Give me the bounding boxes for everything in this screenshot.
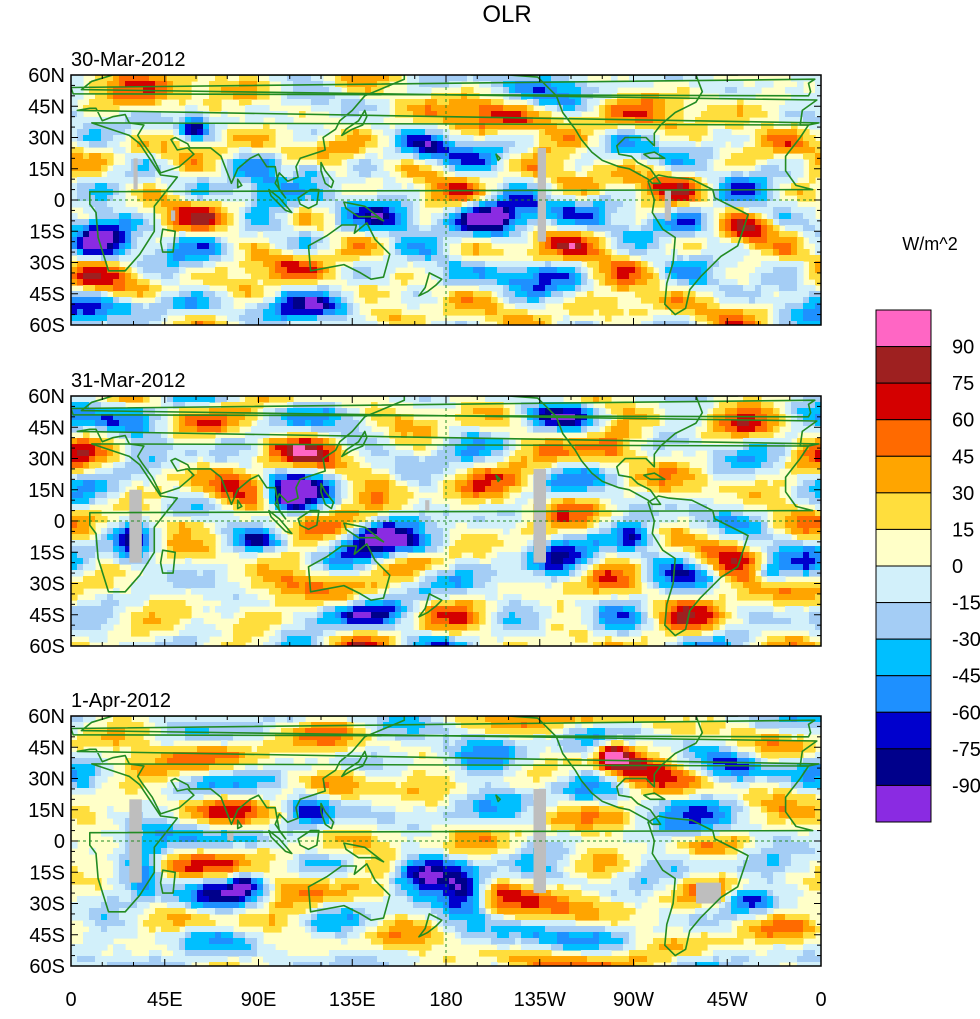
panel-date-label: 30-Mar-2012 bbox=[71, 49, 186, 71]
colorbar-box bbox=[876, 712, 931, 749]
colorbar-box bbox=[876, 493, 931, 530]
lat-tick-label: 0 bbox=[54, 831, 65, 853]
lat-tick-label: 15S bbox=[29, 862, 65, 884]
missing-data-patch bbox=[425, 500, 429, 510]
lat-tick-label: 60N bbox=[28, 65, 65, 87]
colorbar-box bbox=[876, 383, 931, 420]
lon-tick-label: 180 bbox=[429, 989, 462, 1011]
lon-tick-label: 0 bbox=[815, 989, 826, 1011]
lat-tick-label: 60S bbox=[29, 315, 65, 337]
missing-data-patch bbox=[171, 210, 175, 220]
map-panel: 60N 45N 30N 15N 0 15S 30S 45S 60S 1-Apr-2012 bbox=[0, 690, 822, 978]
lat-tick-label: 30N bbox=[28, 449, 65, 471]
colorbar-label: 60 bbox=[952, 410, 974, 432]
lat-tick-label: 30S bbox=[29, 894, 65, 916]
lat-tick-label: 60S bbox=[29, 956, 65, 978]
colorbar-box bbox=[876, 347, 931, 384]
panel-date-label: 1-Apr-2012 bbox=[71, 690, 171, 712]
colorbar-box bbox=[876, 420, 931, 457]
colorbar-box bbox=[876, 456, 931, 493]
colorbar-box bbox=[876, 310, 931, 347]
lon-tick-label: 135E bbox=[329, 989, 376, 1011]
colorbar-label: 75 bbox=[952, 373, 974, 395]
lat-tick-label: 15N bbox=[28, 800, 65, 822]
lat-tick-label: 0 bbox=[54, 511, 65, 533]
lon-tick-label: 90W bbox=[613, 989, 654, 1011]
lon-tick-label: 45E bbox=[147, 989, 183, 1011]
colorbar-label: -15 bbox=[952, 593, 980, 615]
colorbar-box bbox=[876, 566, 931, 603]
colorbar-label: 45 bbox=[952, 446, 974, 468]
missing-data-patch bbox=[134, 158, 138, 189]
colorbar-box bbox=[876, 639, 931, 676]
lat-tick-label: 45N bbox=[28, 417, 65, 439]
lat-tick-label: 60N bbox=[28, 386, 65, 408]
lon-tick-label: 90E bbox=[241, 989, 277, 1011]
map-panels: 60N 45N 30N 15N 0 15S 30S 45S 60S 30-Mar-2012 60N 4… bbox=[0, 49, 827, 1011]
colorbar-units-label: W/m^2 bbox=[902, 234, 957, 254]
map-panel: 60N 45N 30N 15N 0 15S 30S 45S 60S 30-Mar-2012 bbox=[0, 49, 822, 337]
colorbar-label: 90 bbox=[952, 337, 974, 359]
lat-tick-label: 30N bbox=[28, 128, 65, 150]
lat-tick-label: 30S bbox=[29, 574, 65, 596]
lat-tick-label: 30S bbox=[29, 253, 65, 275]
missing-data-patch bbox=[538, 148, 546, 242]
lat-tick-label: 60N bbox=[28, 706, 65, 728]
lon-tick-label: 135W bbox=[514, 989, 566, 1011]
colorbar-box bbox=[876, 785, 931, 822]
colorbar-box bbox=[876, 603, 931, 640]
lat-tick-label: 45S bbox=[29, 284, 65, 306]
lat-tick-label: 45N bbox=[28, 96, 65, 118]
missing-data-patch bbox=[534, 469, 547, 563]
map-panel: 60N 45N 30N 15N 0 15S 30S 45S 60S 31-Mar-2012 bbox=[0, 370, 822, 658]
lat-tick-label: 45S bbox=[29, 605, 65, 627]
colorbar-label: -45 bbox=[952, 666, 980, 688]
colorbar-label: -60 bbox=[952, 702, 980, 724]
lat-tick-label: 15N bbox=[28, 480, 65, 502]
lat-tick-label: 60S bbox=[29, 636, 65, 658]
missing-data-patch bbox=[665, 190, 671, 221]
lat-tick-label: 45S bbox=[29, 925, 65, 947]
colorbar-label: 0 bbox=[952, 556, 963, 578]
lat-tick-label: 15S bbox=[29, 221, 65, 243]
lat-tick-label: 0 bbox=[54, 190, 65, 212]
colorbar-box bbox=[876, 676, 931, 713]
colorbar-box bbox=[876, 749, 931, 786]
panel-date-label: 31-Mar-2012 bbox=[71, 370, 186, 392]
lon-axis-labels: 0 45E 90E 135E 180 135W 90W 45W 0 bbox=[65, 989, 826, 1011]
lon-tick-label: 0 bbox=[65, 989, 76, 1011]
missing-data-patch bbox=[129, 490, 142, 563]
colorbar-box bbox=[876, 529, 931, 566]
colorbar: W/m^2 90 75 60 45 30 15 0 -15 -30 -45 -60 -75 -90 bbox=[876, 234, 980, 822]
figure-title: OLR bbox=[482, 1, 531, 28]
lat-tick-label: 15N bbox=[28, 159, 65, 181]
colorbar-label: -30 bbox=[952, 629, 980, 651]
lon-tick-label: 45W bbox=[707, 989, 748, 1011]
colorbar-label: 30 bbox=[952, 483, 974, 505]
lat-tick-label: 30N bbox=[28, 769, 65, 791]
colorbar-label: -90 bbox=[952, 775, 980, 797]
lat-tick-label: 45N bbox=[28, 737, 65, 759]
colorbar-label: 15 bbox=[952, 519, 974, 541]
colorbar-label: -75 bbox=[952, 739, 980, 761]
lat-tick-label: 15S bbox=[29, 542, 65, 564]
